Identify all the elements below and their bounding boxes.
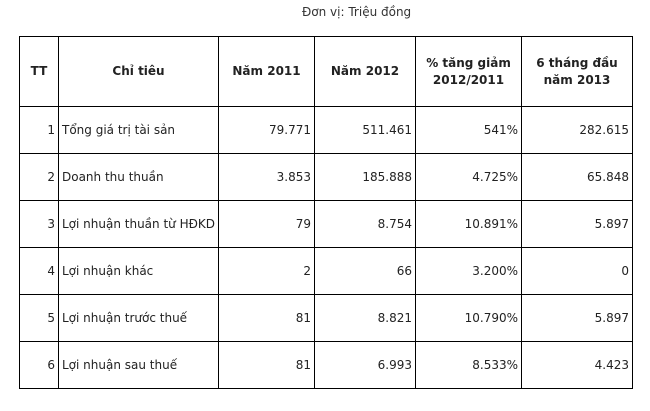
row-h1-2013: 5.897 [521,294,634,342]
header-tt: TT [19,36,59,107]
header-change-line1: % tăng giảm [426,55,511,70]
row-year-2011: 81 [218,341,316,389]
table-row: 1 Tổng giá trị tài sản 79.771 511.461 54… [19,106,634,154]
row-indicator: Lợi nhuận sau thuế [57,341,220,389]
row-year-2012: 6.993 [314,341,417,389]
row-year-2011: 2 [218,247,316,295]
header-change-line2: 2012/2011 [432,72,505,87]
header-h1-line1: 6 tháng đầu [536,55,618,70]
row-tt: 2 [19,153,59,201]
header-indicator: Chỉ tiêu [57,36,220,107]
row-indicator: Lợi nhuận trước thuế [57,294,220,342]
row-change: 3.200% [415,247,523,295]
header-year-2012: Năm 2012 [314,36,417,107]
row-tt: 4 [19,247,59,295]
row-indicator: Lợi nhuận khác [57,247,220,295]
row-year-2012: 8.821 [314,294,417,342]
header-change: % tăng giảm 2012/2011 [415,36,523,107]
row-change: 10.891% [415,200,523,248]
financial-table: TT Chỉ tiêu Năm 2011 Năm 2012 % tăng giả… [19,36,634,389]
row-h1-2013: 65.848 [521,153,634,201]
row-change: 4.725% [415,153,523,201]
table-row: 6 Lợi nhuận sau thuế 81 6.993 8.533% 4.4… [19,341,634,389]
row-tt: 5 [19,294,59,342]
table-row: 2 Doanh thu thuần 3.853 185.888 4.725% 6… [19,153,634,201]
row-indicator: Tổng giá trị tài sản [57,106,220,154]
row-tt: 6 [19,341,59,389]
row-year-2012: 8.754 [314,200,417,248]
row-year-2011: 79.771 [218,106,316,154]
row-year-2012: 185.888 [314,153,417,201]
row-h1-2013: 5.897 [521,200,634,248]
row-h1-2013: 0 [521,247,634,295]
row-indicator: Lợi nhuận thuần từ HĐKD [57,200,220,248]
row-h1-2013: 4.423 [521,341,634,389]
row-change: 541% [415,106,523,154]
unit-label: Đơn vị: Triệu đồng [302,5,412,19]
table-row: 4 Lợi nhuận khác 2 66 3.200% 0 [19,247,634,295]
row-change: 10.790% [415,294,523,342]
row-year-2011: 81 [218,294,316,342]
row-h1-2013: 282.615 [521,106,634,154]
table-row: 5 Lợi nhuận trước thuế 81 8.821 10.790% … [19,294,634,342]
header-year-2011: Năm 2011 [218,36,316,107]
row-year-2012: 511.461 [314,106,417,154]
table-header-row: TT Chỉ tiêu Năm 2011 Năm 2012 % tăng giả… [19,36,634,107]
row-change: 8.533% [415,341,523,389]
row-year-2011: 79 [218,200,316,248]
row-tt: 3 [19,200,59,248]
row-year-2012: 66 [314,247,417,295]
row-indicator: Doanh thu thuần [57,153,220,201]
header-h1-line2: năm 2013 [543,72,611,87]
row-year-2011: 3.853 [218,153,316,201]
table-row: 3 Lợi nhuận thuần từ HĐKD 79 8.754 10.89… [19,200,634,248]
row-tt: 1 [19,106,59,154]
header-h1-2013: 6 tháng đầu năm 2013 [521,36,634,107]
